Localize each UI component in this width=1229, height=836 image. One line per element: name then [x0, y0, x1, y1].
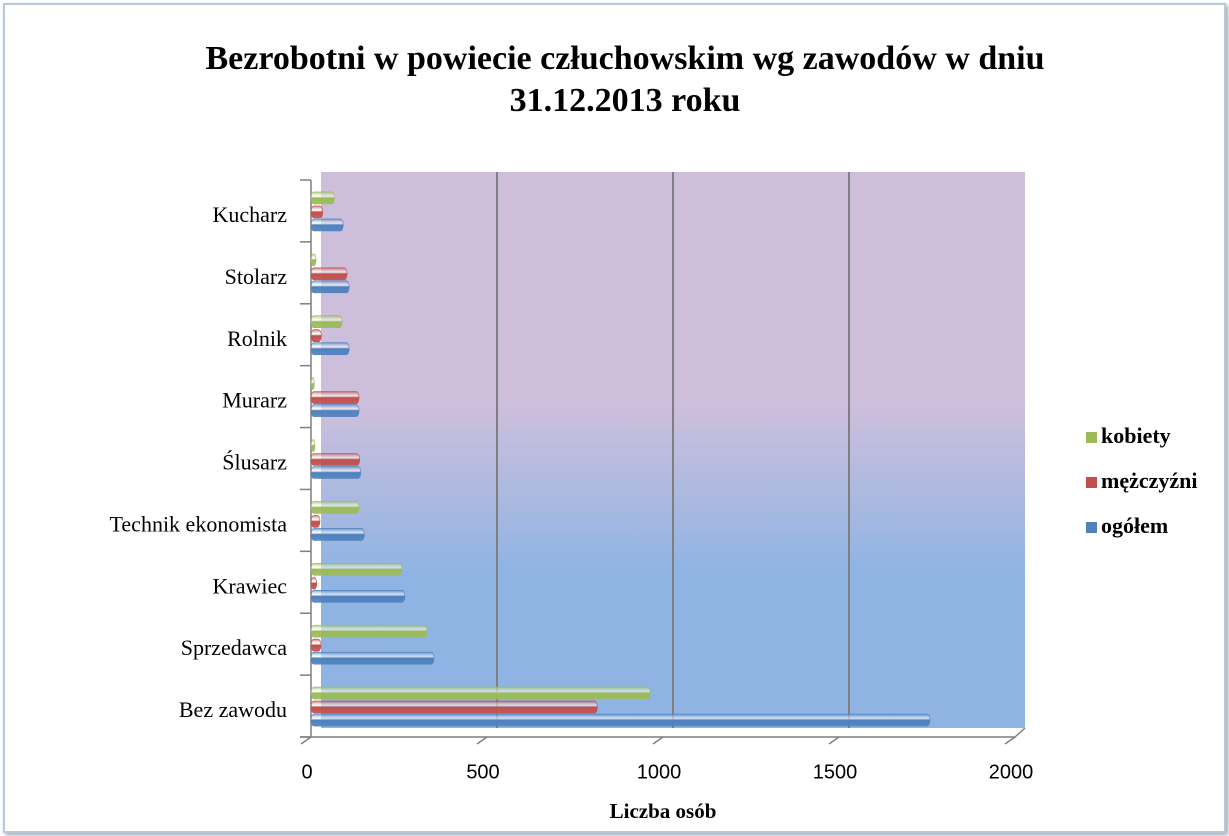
bar: [310, 377, 315, 390]
y-tick-label: Murarz: [222, 388, 287, 413]
bar: [310, 453, 361, 466]
bar: [310, 439, 316, 452]
bar: [310, 562, 403, 576]
x-axis-depth: [1014, 727, 1026, 738]
legend-label: mężczyźni: [1101, 468, 1198, 493]
x-tick: [652, 736, 664, 745]
x-tick-label: 1000: [637, 761, 682, 783]
x-tick: [476, 736, 488, 745]
bar: [310, 391, 360, 404]
y-tick-label: Sprzedawca: [181, 635, 288, 660]
y-tick-label: Bez zawodu: [179, 697, 287, 722]
x-tick-label: 0: [301, 761, 312, 783]
bar: [310, 700, 598, 714]
x-tick-label: 500: [466, 761, 499, 783]
x-tick-label: 1500: [813, 761, 858, 783]
legend-swatch: [1086, 477, 1097, 488]
bar: [310, 280, 350, 294]
legend-swatch: [1086, 432, 1097, 443]
x-axis-label: Liczba osób: [610, 799, 717, 823]
bar: [310, 205, 324, 219]
bar: [310, 466, 362, 479]
bar: [310, 218, 344, 232]
bar: [310, 576, 318, 590]
bar: [310, 651, 435, 665]
bar: [310, 191, 335, 205]
legend-swatch: [1086, 522, 1097, 533]
bar: [310, 329, 322, 343]
bar: [310, 267, 348, 281]
bar: [310, 342, 350, 356]
x-tick: [828, 736, 840, 745]
legend-label: kobiety: [1101, 423, 1171, 448]
y-tick-label: Ślusarz: [222, 450, 287, 475]
x-tick: [1004, 736, 1016, 745]
legend-label: ogółem: [1101, 513, 1168, 538]
y-tick-label: Technik ekonomista: [110, 511, 288, 536]
bar: [310, 501, 360, 514]
bar: [310, 589, 406, 603]
bar: [310, 528, 365, 541]
bar: [310, 315, 343, 329]
x-tick-label: 2000: [989, 761, 1034, 783]
chart-title: Bezrobotni w powiecie człuchowskim wg za…: [205, 40, 1045, 119]
bar: [310, 515, 321, 528]
y-tick-label: Krawiec: [212, 573, 287, 598]
bar: [310, 686, 651, 700]
bar: [310, 404, 360, 417]
x-tick: [300, 736, 312, 745]
y-tick-label: Rolnik: [227, 326, 287, 351]
bar: [310, 713, 931, 727]
bar: [310, 253, 317, 267]
y-tick-label: Stolarz: [225, 264, 288, 289]
bar: [310, 638, 322, 652]
bar: [310, 624, 428, 638]
y-tick-label: Kucharz: [212, 202, 287, 227]
